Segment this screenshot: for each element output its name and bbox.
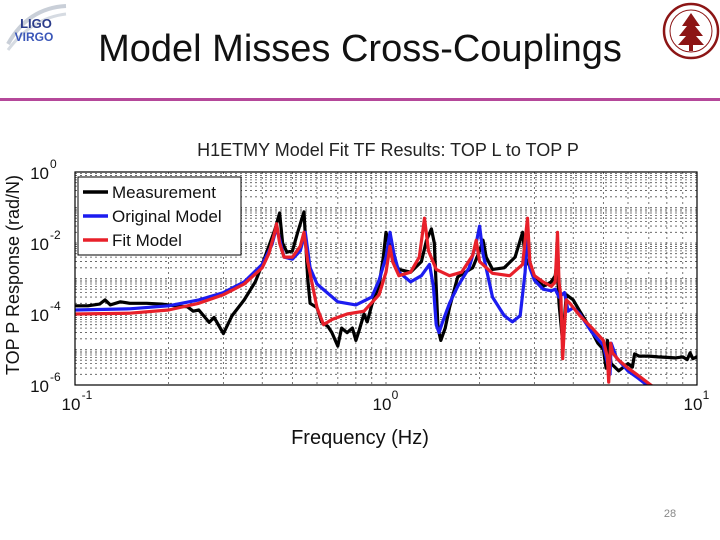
plot-frame — [74, 171, 698, 386]
slide-title: Model Misses Cross-Couplings — [98, 28, 622, 70]
svg-text:10: 10 — [30, 164, 49, 183]
svg-text:-1: -1 — [82, 388, 93, 402]
svg-text:10: 10 — [30, 306, 49, 325]
svg-text:10: 10 — [30, 377, 49, 396]
svg-text:10: 10 — [684, 395, 703, 414]
page-number: 28 — [663, 508, 677, 520]
university-seal-logo — [662, 2, 720, 60]
chart-title: H1ETMY Model Fit TF Results: TOP L to TO… — [197, 140, 579, 160]
x-axis-label: Frequency (Hz) — [291, 427, 429, 449]
svg-text:10: 10 — [62, 395, 81, 414]
svg-text:0: 0 — [392, 388, 399, 402]
legend-label: Original Model — [112, 207, 222, 226]
ligo-logo-text: LIGO — [20, 16, 52, 31]
legend-entry: Measurement — [83, 183, 216, 202]
svg-text:1: 1 — [703, 388, 710, 402]
svg-text:-4: -4 — [50, 299, 61, 313]
legend: Measurement Original Model Fit Model — [77, 176, 242, 256]
legend-entry: Fit Model — [83, 231, 182, 250]
title-divider — [0, 98, 720, 101]
svg-text:0: 0 — [50, 157, 57, 171]
ligo-virgo-logo: LIGO VIRGO — [6, 4, 67, 51]
svg-text:10: 10 — [373, 395, 392, 414]
y-tick-label: 10 -2 — [30, 228, 61, 254]
series-line-measurement — [75, 210, 697, 373]
tick-labels: 10 -1 10 0 10 110 010 -210 -410 -6 — [30, 157, 710, 414]
legend-entry: Original Model — [83, 207, 222, 226]
legend-label: Fit Model — [112, 231, 182, 250]
transfer-function-chart: H1ETMY Model Fit TF Results: TOP L to TO… — [3, 140, 710, 414]
y-axis-label: TOP P Response (rad/N) — [3, 175, 23, 375]
series-line-fit-model — [75, 216, 654, 385]
y-tick-label: 10 -4 — [30, 299, 61, 325]
y-tick-label: 10 -6 — [30, 370, 61, 396]
x-tick-label: 10 0 — [373, 388, 399, 414]
svg-text:-2: -2 — [50, 228, 61, 242]
series-lines — [75, 210, 697, 385]
y-tick-label: 10 0 — [30, 157, 57, 183]
x-tick-label: 10 1 — [684, 388, 710, 414]
svg-text:-6: -6 — [50, 370, 61, 384]
grid — [75, 172, 697, 385]
virgo-logo-text: VIRGO — [15, 30, 54, 44]
legend-label: Measurement — [112, 183, 216, 202]
x-tick-label: 10 -1 — [62, 388, 93, 414]
svg-text:10: 10 — [30, 235, 49, 254]
